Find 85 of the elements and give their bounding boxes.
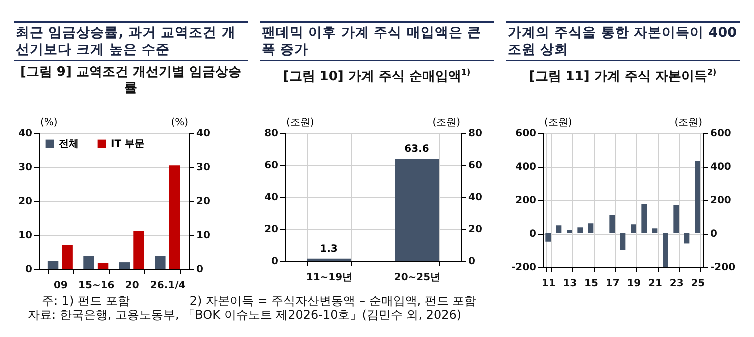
chart-title: 최근 임금상승률, 과거 교역조건 개선기보다 크게 높은 수준: [14, 21, 248, 61]
bar: [119, 262, 130, 269]
text: 주: 1) 펀드 포함: [42, 294, 130, 308]
bar: [588, 224, 594, 234]
y2-tick-label: 40: [196, 128, 210, 140]
bar: [631, 224, 636, 234]
x-tick-label: 15~16: [78, 280, 115, 292]
y2-axis-title: (%): [171, 118, 189, 128]
y2-tick-label: 30: [196, 162, 210, 174]
bar: [546, 234, 551, 242]
y2-tick-label: -200: [710, 262, 736, 274]
y2-tick-label: 600: [710, 128, 732, 140]
y2-tick-label: 20: [468, 224, 482, 236]
x-tick-label: 20~25년: [394, 272, 441, 284]
y-tick-label: 20: [18, 196, 33, 208]
y-tick-label: 20: [264, 224, 279, 236]
bar: [578, 228, 583, 234]
chart-title: 팬데믹 이후 가계 주식 매입액은 큰 폭 증가: [260, 21, 494, 61]
y2-tick-label: 10: [196, 230, 210, 242]
text: 2) 자본이득 = 주식자산변동액 – 순매입액, 펀드 포함: [190, 294, 477, 308]
data-label: 1.3: [320, 244, 338, 255]
x-tick-label: 21: [648, 278, 662, 290]
y-tick-label: 40: [18, 128, 33, 140]
legend-label: 전체: [59, 139, 79, 150]
y2-tick-label: 0: [468, 256, 476, 268]
y2-tick-label: 200: [710, 196, 732, 206]
bar: [695, 160, 700, 234]
x-tick-label: 11~19년: [306, 272, 353, 284]
y2-tick-label: 80: [468, 128, 482, 140]
bar: [48, 261, 59, 269]
chart-subtitle: [그림 11] 가계 주식 자본이득$^{2)}$: [528, 67, 718, 86]
y-axis-title: (조원): [286, 118, 314, 128]
y-tick-label: 400: [516, 162, 537, 173]
x-tick-label: 11: [542, 278, 556, 290]
y-tick-label: 10: [18, 230, 33, 242]
y2-axis-title: (조원): [432, 118, 461, 128]
bar: [169, 166, 180, 269]
bar: [62, 245, 73, 269]
x-tick-label: 17: [606, 278, 620, 290]
y-axis-title: (%): [40, 118, 58, 128]
x-tick-label: 20: [125, 280, 140, 292]
x-tick-label: 26.1/4: [150, 280, 186, 292]
data-label: 63.6: [404, 144, 430, 156]
y2-tick-label: 0: [710, 229, 718, 240]
y2-tick-label: 0: [196, 264, 204, 276]
text: 자료: 한국은행, 고용노동부, 「BOK 이슈노트 제2026-10호」(김민수 외, 2026): [28, 308, 462, 322]
y-tick-label: 0: [530, 229, 537, 240]
bar: [567, 230, 572, 234]
x-tick-label: 23: [670, 278, 684, 290]
y-tick-label: 60: [264, 160, 279, 172]
legend-label: IT 부문: [111, 139, 146, 150]
y-tick-label: 0: [272, 256, 279, 268]
x-tick-label: 19: [627, 278, 642, 290]
chart-subtitle: [그림 10] 가계 주식 순매입액$^{1)}$: [282, 67, 472, 86]
x-tick-label: 15: [584, 278, 598, 290]
x-tick-label: 25: [691, 278, 706, 290]
chart-subtitle: [그림 9] 교역조건 개선기별 임금상승률: [19, 64, 243, 98]
bar: [642, 204, 647, 234]
y-tick-label: 40: [264, 192, 279, 204]
y-tick-label: 30: [18, 162, 33, 174]
y-tick-label: 80: [264, 128, 279, 140]
y-axis-title: (조원): [544, 118, 572, 128]
y-tick-label: 200: [516, 196, 537, 206]
x-tick-label: 13: [563, 278, 578, 290]
y2-tick-label: 60: [468, 160, 482, 172]
bar: [674, 205, 679, 234]
bar: [556, 226, 562, 234]
bar: [610, 215, 615, 234]
y-tick-label: -200: [511, 262, 537, 274]
chart-title: 가계의 주식을 통한 자본이득이 400조원 상회: [506, 21, 740, 61]
x-tick-label: 09: [54, 280, 68, 292]
bar: [652, 228, 658, 234]
y2-tick-label: 20: [196, 196, 210, 208]
bar: [134, 231, 144, 269]
y-tick-label: 0: [26, 264, 33, 276]
y2-axis-title: (조원): [674, 118, 703, 128]
bar: [620, 234, 626, 250]
bar: [155, 256, 166, 269]
y2-tick-label: 400: [710, 162, 732, 173]
y-tick-label: 600: [516, 128, 537, 140]
bar: [84, 256, 94, 269]
y2-tick-label: 40: [468, 192, 482, 204]
bar: [663, 234, 668, 267]
bar: [684, 234, 690, 244]
bar: [98, 264, 109, 269]
